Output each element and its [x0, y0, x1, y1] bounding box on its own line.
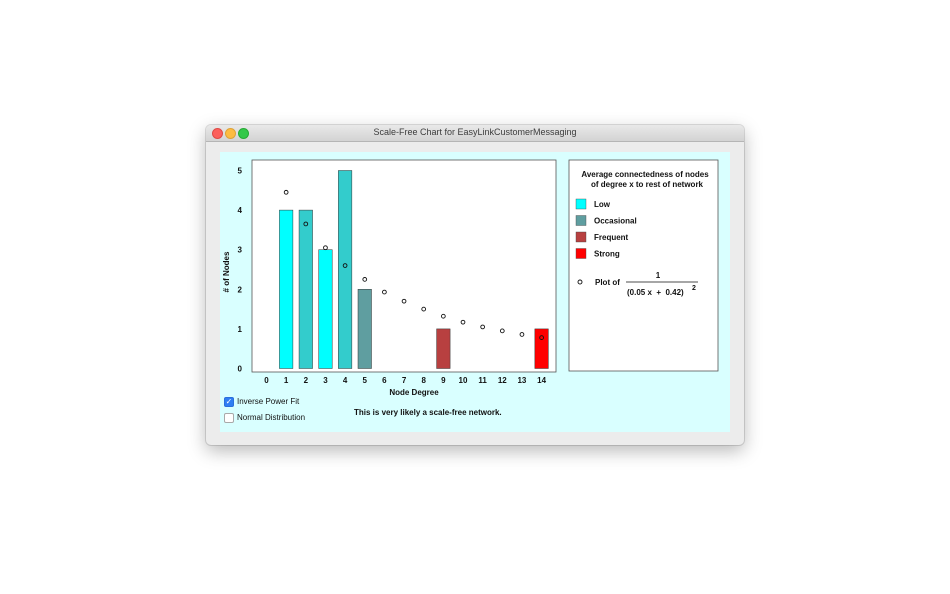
bar-degree-4 [338, 170, 353, 369]
fit-point-1 [283, 189, 289, 195]
y-axis-label: # of Nodes [222, 251, 231, 292]
x-tick-label: 12 [498, 376, 507, 385]
x-tick-label: 14 [537, 376, 546, 385]
bar-degree-3 [318, 249, 333, 369]
y-tick-label: 3 [238, 246, 243, 255]
bar-degree-1 [279, 209, 294, 369]
x-tick-label: 6 [382, 376, 387, 385]
fit-point-7 [401, 298, 407, 304]
fit-point-5 [362, 277, 368, 282]
zoom-window-button[interactable] [238, 128, 249, 139]
fit-point-9 [441, 313, 446, 319]
fit-point-13 [519, 332, 525, 337]
close-window-button[interactable] [212, 128, 223, 139]
legend-swatch-occasional [575, 215, 587, 226]
legend-swatch-low [575, 198, 587, 210]
inverse-power-fit-checkbox[interactable]: ✓ [224, 397, 234, 407]
legend-fit-marker [577, 279, 583, 285]
y-tick-label: 0 [238, 365, 243, 374]
x-tick-label: 0 [264, 376, 269, 385]
bar-degree-2 [298, 209, 313, 369]
legend-label-strong: Strong [594, 250, 620, 259]
fit-point-14 [539, 335, 544, 340]
fit-point-2 [303, 221, 309, 227]
x-tick-label: 4 [343, 376, 348, 385]
bar-degree-14 [534, 328, 549, 369]
chart-window: Scale-Free Chart for EasyLinkCustomerMes… [206, 125, 744, 445]
x-tick-label: 5 [363, 376, 368, 385]
normal-distribution-checkbox[interactable] [224, 413, 234, 423]
legend-box [568, 159, 719, 372]
legend-label-occasional: Occasional [594, 217, 637, 226]
legend-label-frequent: Frequent [594, 233, 629, 242]
legend-plot-label: Plot of [595, 278, 620, 287]
formula-numerator: 1 [656, 271, 661, 280]
x-tick-label: 1 [284, 376, 289, 385]
fit-point-3 [323, 245, 328, 251]
window-title: Scale-Free Chart for EasyLinkCustomerMes… [373, 127, 577, 137]
x-tick-label: 10 [459, 376, 468, 385]
legend-title-line1: Average connectedness of nodes [581, 170, 709, 179]
analysis-message: This is very likely a scale-free network… [354, 408, 502, 417]
formula-exponent: 2 [692, 285, 696, 292]
legend-label-low: Low [594, 200, 611, 209]
fit-point-6 [382, 289, 387, 295]
y-tick-label: 5 [238, 167, 243, 176]
y-tick-label: 2 [238, 285, 243, 294]
bar-degree-9 [436, 328, 451, 369]
x-tick-label: 3 [323, 376, 328, 385]
fit-point-10 [460, 319, 466, 325]
fit-point-12 [499, 328, 505, 334]
legend-swatch-strong [575, 248, 587, 259]
inverse-power-fit-label[interactable]: Inverse Power Fit [237, 397, 300, 406]
x-tick-label: 7 [402, 376, 407, 385]
x-axis-label: Node Degree [389, 388, 439, 397]
bar-degree-5 [357, 289, 372, 369]
x-tick-label: 2 [304, 376, 309, 385]
formula-denominator: (0.05 x + 0.42) [627, 288, 684, 297]
legend-title-line2: of degree x to rest of network [591, 180, 704, 189]
legend-swatch-frequent [575, 231, 587, 243]
normal-distribution-label[interactable]: Normal Distribution [237, 413, 306, 422]
x-tick-label: 9 [441, 376, 446, 385]
x-tick-label: 13 [517, 376, 526, 385]
plot-area [251, 159, 557, 373]
fit-point-4 [342, 263, 348, 268]
y-tick-label: 1 [238, 325, 243, 334]
minimize-window-button[interactable] [225, 128, 236, 139]
fit-point-8 [421, 306, 427, 312]
title-bar[interactable]: Scale-Free Chart for EasyLinkCustomerMes… [206, 125, 744, 142]
x-tick-label: 11 [478, 376, 487, 385]
x-tick-label: 8 [421, 376, 426, 385]
fit-point-11 [480, 324, 485, 330]
y-tick-label: 4 [238, 206, 243, 215]
